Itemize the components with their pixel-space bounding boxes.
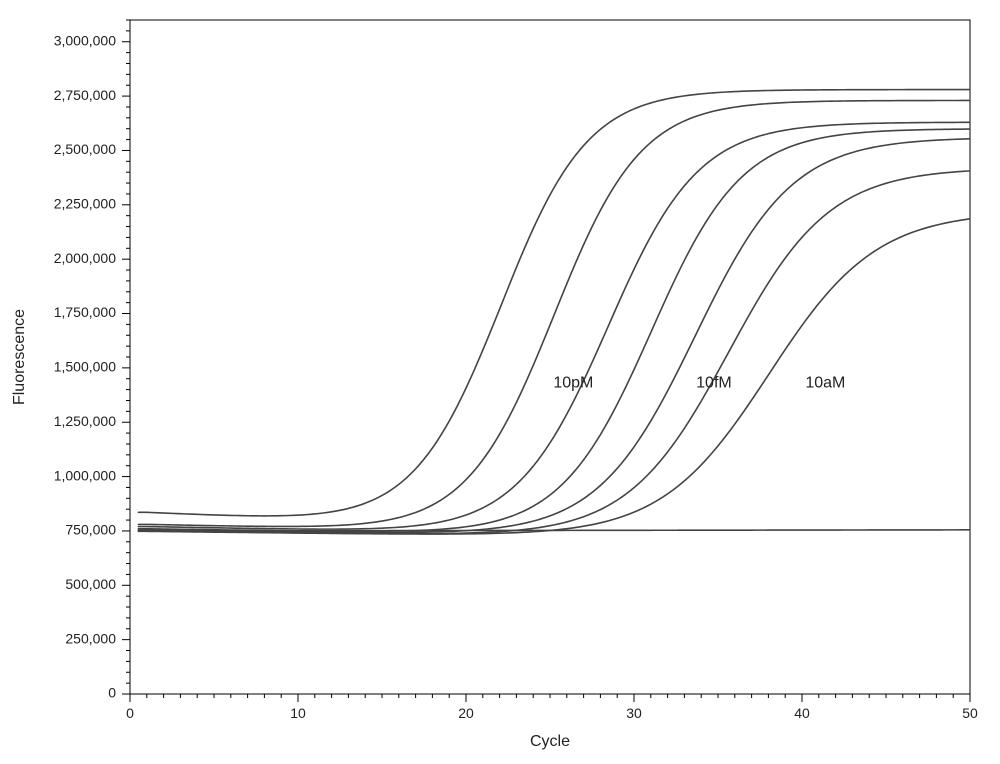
x-tick-label: 30 (626, 705, 642, 721)
y-tick-label: 2,250,000 (54, 196, 116, 212)
y-tick-label: 0 (108, 685, 116, 701)
x-tick-label: 0 (126, 705, 134, 721)
y-tick-label: 1,500,000 (54, 359, 116, 375)
x-tick-label: 20 (458, 705, 474, 721)
chart-background (0, 0, 1000, 764)
chart-svg: 0 250,000 500,000 750,000 1,000,000 1,250,000… (0, 0, 1000, 764)
y-axis-title: Fluorescence (11, 309, 28, 405)
y-tick-label: 3,000,000 (54, 32, 116, 48)
y-tick-label: 2,750,000 (54, 87, 116, 103)
annotation-label: 10fM (696, 374, 732, 391)
annotation-label: 10pM (553, 374, 593, 391)
y-tick-label: 2,000,000 (54, 250, 116, 266)
amplification-chart: 0 250,000 500,000 750,000 1,000,000 1,250,000… (0, 0, 1000, 764)
y-tick-label: 2,500,000 (54, 141, 116, 157)
series-ntc (138, 530, 970, 531)
x-tick-label: 50 (962, 705, 978, 721)
y-tick-label: 500,000 (65, 576, 116, 592)
y-tick-label: 1,750,000 (54, 304, 116, 320)
y-tick-label: 750,000 (65, 522, 116, 538)
annotation-label: 10aM (805, 374, 845, 391)
x-tick-label: 40 (794, 705, 810, 721)
y-tick-label: 250,000 (65, 630, 116, 646)
x-axis-title: Cycle (530, 733, 570, 750)
x-tick-label: 10 (290, 705, 306, 721)
y-tick-label: 1,250,000 (54, 413, 116, 429)
y-tick-label: 1,000,000 (54, 467, 116, 483)
